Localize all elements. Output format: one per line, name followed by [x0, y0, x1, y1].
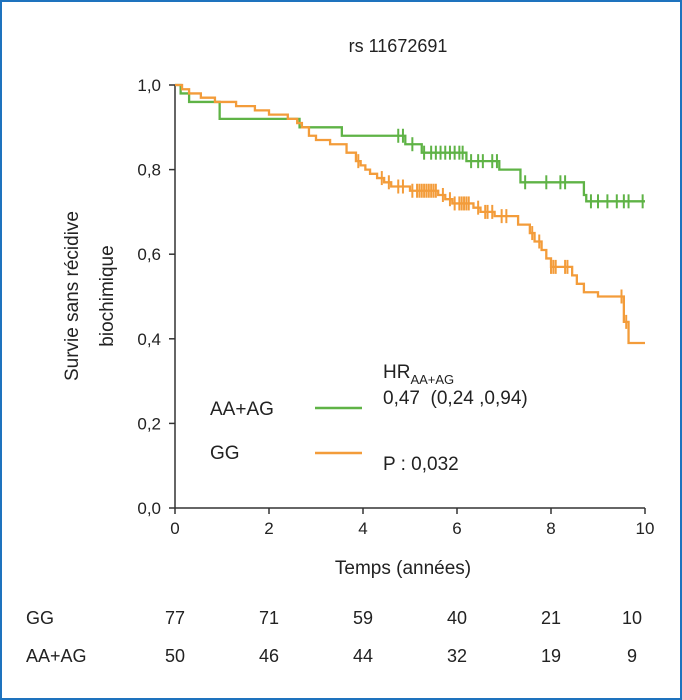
y-tick-label: 0,2	[137, 414, 161, 433]
stats-annotation: HRAA+AG 0,47 (0,24 ,0,94) P : 0,032	[383, 362, 528, 475]
hazard-ratio-subscript: AA+AG	[410, 372, 454, 387]
risk-value: 44	[353, 646, 373, 666]
x-ticks: 0 2 4 6 8 10	[170, 508, 654, 538]
x-axis-title: Temps (années)	[335, 558, 471, 579]
legend-label-aa-ag: AA+AG	[210, 399, 274, 420]
survival-curve-aa-ag	[175, 83, 645, 203]
risk-value: 46	[259, 646, 279, 666]
p-value: P : 0,032	[383, 454, 459, 475]
risk-value: 71	[259, 608, 279, 628]
hazard-ratio-label: HRAA+AG	[383, 362, 454, 387]
axes: 0,0 0,2 0,4 0,6 0,8 1,0 0 2 4 6 8 10	[137, 76, 654, 538]
risk-value: 40	[447, 608, 467, 628]
hazard-ratio-value: 0,47 (0,24 ,0,94)	[383, 388, 528, 409]
x-tick-label: 2	[264, 519, 273, 538]
risk-value: 9	[627, 646, 637, 666]
chart-title: rs 11672691	[349, 36, 448, 56]
series-layer	[175, 83, 645, 345]
risk-value: 77	[165, 608, 185, 628]
x-tick-label: 6	[452, 519, 461, 538]
x-tick-label: 8	[546, 519, 555, 538]
y-tick-label: 0,6	[137, 245, 161, 264]
risk-row-label-aa-ag: AA+AG	[26, 646, 87, 666]
risk-row-label-gg: GG	[26, 608, 54, 628]
y-axis-title-line-2: biochimique	[97, 245, 118, 346]
y-tick-label: 0,4	[137, 330, 161, 349]
risk-value: 32	[447, 646, 467, 666]
x-tick-label: 4	[358, 519, 367, 538]
risk-value: 50	[165, 646, 185, 666]
risk-value: 10	[622, 608, 642, 628]
risk-table: GG AA+AG 77 71 59 40 21 10 50 46 44 32 19 9	[26, 608, 642, 666]
y-axis-title-line-1: Survie sans récidive	[62, 211, 83, 381]
risk-value: 21	[541, 608, 561, 628]
y-ticks: 0,0 0,2 0,4 0,6 0,8 1,0	[137, 76, 175, 518]
survival-curve-gg	[175, 83, 645, 345]
x-tick-label: 10	[636, 519, 655, 538]
y-tick-label: 1,0	[137, 76, 161, 95]
risk-value: 59	[353, 608, 373, 628]
legend: AA+AG GG	[210, 399, 362, 464]
y-tick-label: 0,0	[137, 499, 161, 518]
x-tick-label: 0	[170, 519, 179, 538]
y-tick-label: 0,8	[137, 161, 161, 180]
legend-label-gg: GG	[210, 443, 240, 464]
risk-value: 19	[541, 646, 561, 666]
